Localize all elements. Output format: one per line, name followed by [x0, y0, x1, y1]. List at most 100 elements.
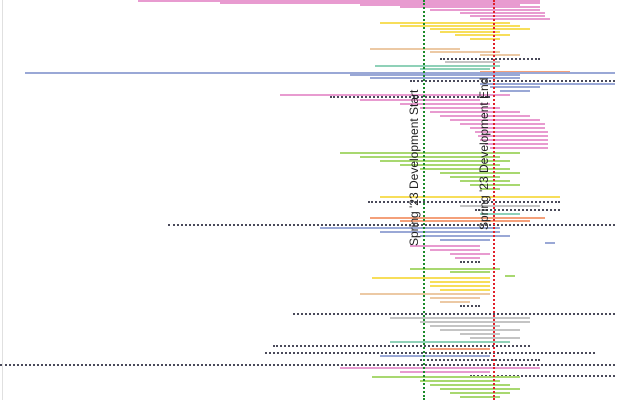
gantt-bar [470, 184, 520, 186]
gantt-bar [380, 196, 560, 198]
gantt-bar [220, 2, 540, 4]
gantt-bar [505, 275, 515, 277]
gantt-bar [430, 297, 480, 299]
gantt-bar [460, 261, 480, 263]
milestone-line-dev-start [423, 0, 425, 400]
gantt-bar [370, 77, 520, 79]
gantt-bar [370, 217, 545, 219]
gantt-bar [400, 220, 530, 222]
gantt-bar [500, 90, 530, 92]
gantt-bar [450, 253, 490, 255]
gantt-bar [360, 4, 520, 6]
gantt-bar [455, 257, 480, 259]
gantt-bar [460, 305, 480, 307]
milestone-label-dev-end: Spring '23 Development End [477, 77, 491, 230]
gantt-bar [375, 65, 500, 67]
gantt-bar [460, 180, 510, 182]
gantt-bar [440, 239, 490, 241]
gantt-bar [470, 38, 500, 40]
gantt-bar [0, 364, 615, 366]
gantt-bar [410, 80, 615, 82]
gantt-bar [340, 152, 520, 154]
gantt-bar [440, 329, 520, 331]
gantt-bar [430, 285, 490, 287]
gantt-bar [475, 131, 548, 133]
gantt-bar [480, 188, 500, 190]
gantt-bar [480, 139, 548, 141]
gantt-bar [460, 205, 540, 207]
gantt-bar [440, 115, 530, 117]
gantt-bar [380, 231, 500, 233]
gantt-bar [380, 355, 490, 357]
gantt-bar [545, 242, 555, 244]
gantt-bar [360, 156, 500, 158]
gantt-bar [138, 0, 540, 2]
gantt-bar [480, 213, 520, 215]
gantt-bar [470, 375, 615, 377]
gantt-bar [340, 367, 540, 369]
gantt-bar [450, 119, 540, 121]
gantt-bar [400, 6, 540, 8]
gantt-bar [420, 359, 540, 361]
gantt-bar [265, 352, 595, 354]
gantt-bar [440, 31, 500, 33]
gantt-bar [273, 345, 530, 347]
gantt-bar [420, 321, 530, 323]
gantt-bar [460, 123, 545, 125]
gantt-bar [440, 388, 520, 390]
gantt-bar [25, 72, 615, 74]
gantt-bar [490, 147, 548, 149]
gantt-bar [330, 96, 490, 98]
gantt-bar [450, 176, 500, 178]
gantt-bar [168, 224, 615, 226]
gantt-bar [360, 293, 490, 295]
gantt-bar [440, 58, 540, 60]
gantt-bar [480, 83, 615, 85]
gantt-bar [370, 48, 460, 50]
milestone-line-dev-end [493, 0, 495, 400]
gantt-bar [470, 337, 520, 339]
gantt-bar [455, 34, 510, 36]
gantt-bar [320, 227, 500, 229]
gantt-bar [475, 209, 560, 211]
gantt-bar [460, 396, 500, 398]
gantt-bar [480, 54, 520, 56]
gantt-bar [430, 9, 540, 11]
gantt-bar [293, 313, 615, 315]
gantt-bar [390, 341, 510, 343]
gantt-bar [420, 235, 510, 237]
gantt-bar [440, 172, 520, 174]
gantt-bar [420, 168, 510, 170]
gantt-bar [485, 143, 548, 145]
gantt-bar [430, 28, 530, 30]
gantt-bar [440, 289, 490, 291]
gantt-bar [430, 111, 520, 113]
gantt-bar [400, 371, 490, 373]
gantt-bar [400, 103, 490, 105]
gantt-bar [478, 135, 548, 137]
gantt-bar [430, 384, 510, 386]
gantt-bar [470, 127, 545, 129]
gantt-bar [420, 68, 490, 70]
gantt-bar [460, 12, 545, 14]
gantt-bar [380, 22, 510, 24]
gantt-bar [390, 317, 530, 319]
gantt-bar [280, 94, 510, 96]
gantt-bar [380, 160, 510, 162]
gantt-bar [410, 245, 480, 247]
gantt-bar [450, 392, 510, 394]
gantt-bar [430, 325, 500, 327]
gantt-bar [445, 61, 500, 63]
gantt-bar [430, 51, 500, 53]
gantt-bar [430, 348, 490, 350]
gantt-bar [440, 301, 470, 303]
gantt-bar [372, 277, 490, 279]
gantt-bar [490, 86, 540, 88]
milestone-label-dev-start: Spring '23 Development Start [407, 89, 421, 246]
gantt-bar [420, 380, 500, 382]
gantt-bar [480, 18, 550, 20]
plot-frame [2, 0, 3, 400]
gantt-bar [410, 268, 500, 270]
gantt-bar [430, 281, 490, 283]
